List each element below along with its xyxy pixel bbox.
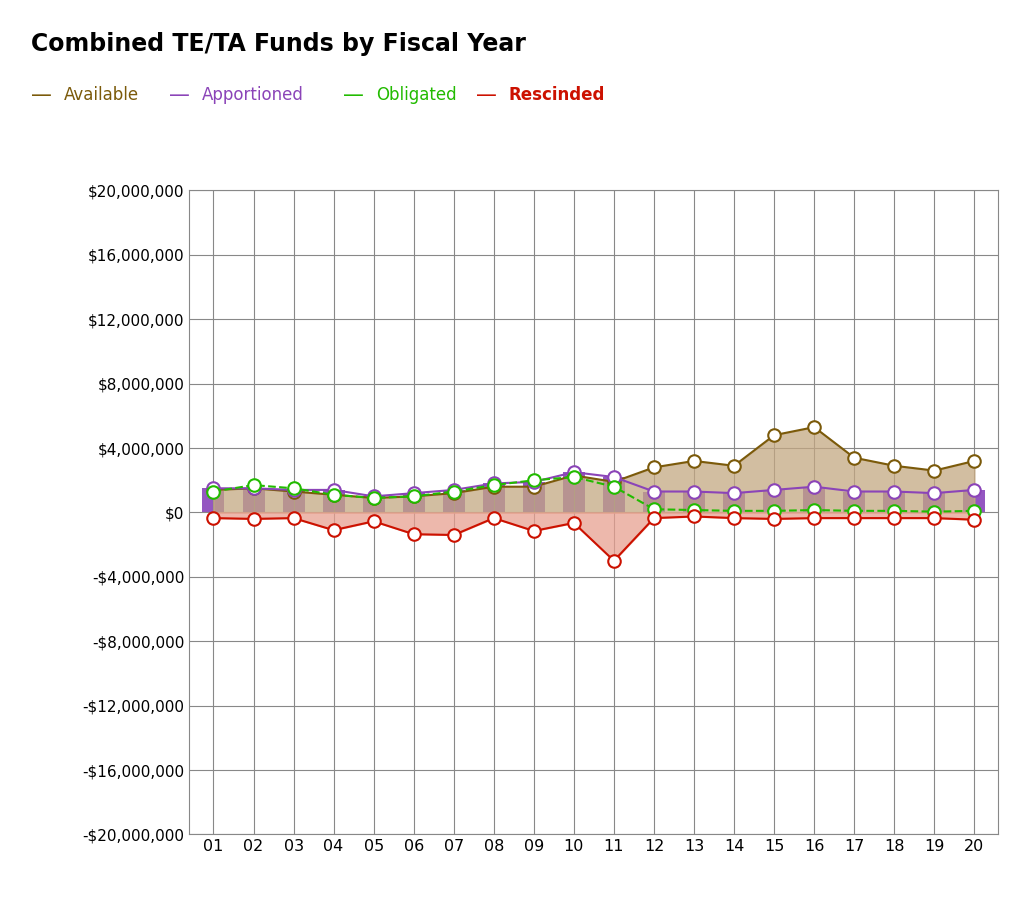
Text: —: — bbox=[169, 85, 189, 105]
Bar bbox=[843, 492, 865, 512]
Text: —: — bbox=[343, 85, 364, 105]
Text: Apportioned: Apportioned bbox=[202, 86, 303, 104]
Bar bbox=[723, 493, 745, 512]
Bar bbox=[603, 477, 625, 512]
Bar bbox=[763, 490, 785, 512]
Bar bbox=[442, 490, 465, 512]
Bar bbox=[283, 490, 304, 512]
Bar bbox=[523, 482, 545, 512]
Bar bbox=[243, 488, 264, 512]
Text: Obligated: Obligated bbox=[376, 86, 457, 104]
Bar bbox=[482, 483, 505, 512]
Bar bbox=[203, 488, 224, 512]
Bar bbox=[884, 492, 905, 512]
Bar bbox=[362, 496, 385, 512]
Bar bbox=[563, 473, 585, 512]
Bar bbox=[643, 492, 665, 512]
Bar bbox=[964, 490, 985, 512]
Bar bbox=[323, 490, 345, 512]
Bar bbox=[803, 487, 825, 512]
Bar bbox=[402, 493, 425, 512]
Text: Available: Available bbox=[63, 86, 138, 104]
Text: —: — bbox=[31, 85, 51, 105]
Bar bbox=[683, 492, 706, 512]
Bar bbox=[924, 493, 945, 512]
Text: Rescinded: Rescinded bbox=[509, 86, 605, 104]
Text: Combined TE/TA Funds by Fiscal Year: Combined TE/TA Funds by Fiscal Year bbox=[31, 32, 525, 55]
Text: —: — bbox=[476, 85, 497, 105]
